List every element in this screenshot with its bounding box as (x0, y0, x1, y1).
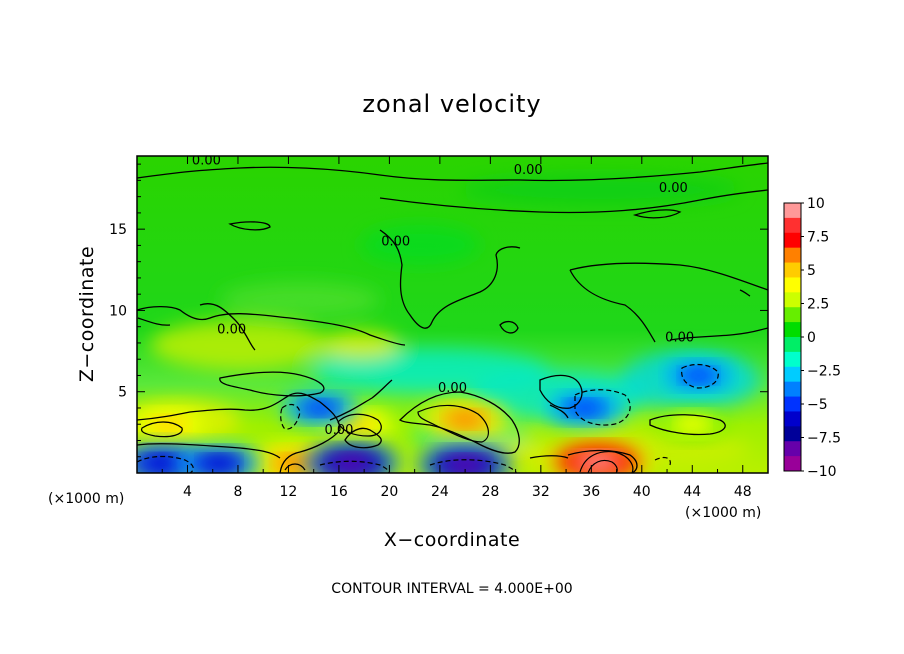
contour-label: 0.00 (438, 381, 467, 396)
contour-label: 0.00 (514, 163, 543, 178)
colorbar-segment (784, 262, 801, 278)
x-axis-label: X−coordinate (384, 529, 520, 551)
contour-label: 0.00 (381, 235, 410, 250)
chart-title: zonal velocity (362, 90, 541, 118)
x-tick-label: 8 (233, 484, 242, 500)
contour-label: 0.00 (192, 153, 221, 168)
colorbar-segment (784, 232, 801, 249)
contour-label: 0.00 (324, 423, 353, 438)
colorbar-segment (784, 396, 801, 412)
x-tick-label: 12 (280, 484, 298, 500)
x-tick-label: 40 (633, 484, 651, 500)
x-unit-label-left: (×1000 m) (48, 491, 124, 507)
colorbar-tick-label: 0 (807, 330, 816, 346)
colorbar-tick-label: 7.5 (807, 230, 829, 246)
x-ticks: 4 8 12 16 20 24 28 32 36 40 44 48 (161, 156, 752, 500)
y-ticks: 5 10 15 (109, 163, 768, 458)
colorbar-tick-label: −7.5 (807, 431, 841, 447)
contour-label: 0.00 (217, 322, 246, 337)
colorbar-tick-label: −10 (807, 464, 837, 480)
colorbar: 10 7.5 5 2.5 0 −2.5 −5 −7.5 −10 (783, 196, 841, 480)
feature-peak (303, 400, 337, 416)
feature-peak (682, 368, 715, 383)
contour-lines-dashed (137, 363, 719, 473)
feature-peak (151, 416, 186, 432)
x-tick-label: 20 (380, 484, 398, 500)
colorbar-segment (784, 217, 801, 234)
colorbar-tick-label: −2.5 (807, 364, 841, 380)
contour-lines (137, 162, 768, 473)
colorbar-segment (784, 411, 801, 427)
colorbar-segment (784, 277, 801, 293)
colorbar-segment (784, 441, 801, 457)
feature-peak (677, 417, 707, 431)
feature-peak (567, 400, 603, 416)
feature-peak (201, 455, 237, 472)
colorbar-segment (784, 337, 801, 353)
plot-frame (136, 155, 769, 474)
y-tick-label: 10 (109, 303, 127, 319)
x-tick-label: 44 (683, 484, 701, 500)
colorbar-tick-label: 2.5 (807, 297, 829, 313)
contour-labels: 0.00 0.00 0.00 0.00 0.00 0.00 0.00 0.00 (192, 153, 694, 438)
x-tick-label: 24 (431, 484, 449, 500)
contour-label: 0.00 (659, 181, 688, 196)
y-axis-label: Z−coordinate (76, 246, 98, 382)
x-tick-label: 32 (532, 484, 550, 500)
x-tick-label: 4 (183, 484, 192, 500)
colorbar-segment (784, 322, 801, 338)
x-tick-label: 48 (734, 484, 752, 500)
x-unit-label-right: (×1000 m) (685, 505, 761, 521)
colorbar-segment (784, 351, 801, 368)
colorbar-tick-label: −5 (807, 397, 828, 413)
x-tick-label: 36 (582, 484, 600, 500)
colorbar-tick-label: 5 (807, 263, 816, 279)
contour-interval-text: CONTOUR INTERVAL = 4.000E+00 (331, 581, 572, 597)
contour-label: 0.00 (665, 331, 694, 346)
x-tick-label: 16 (330, 484, 348, 500)
colorbar-segment (784, 247, 801, 264)
plot-area: 0.000.000.000.000.000.000.000.00 4 8 12 16 2… (109, 153, 769, 500)
contour-lines-positive (140, 404, 634, 473)
feature-peak (446, 411, 484, 428)
colorbar-segment (784, 366, 801, 383)
feature-peak (331, 454, 372, 473)
colorbar-segment (784, 307, 801, 323)
y-tick-label: 5 (118, 385, 127, 401)
y-tick-label: 15 (109, 222, 127, 238)
colorbar-segment (784, 426, 801, 442)
colorbar-segment (784, 456, 801, 472)
colorbar-segment (784, 292, 801, 308)
colorbar-segment (784, 203, 801, 219)
x-tick-label: 28 (481, 484, 499, 500)
field-blobs (137, 175, 760, 469)
colorbar-tick-label: 10 (807, 196, 825, 212)
feature-peak (143, 455, 181, 472)
colorbar-segment (784, 381, 801, 398)
